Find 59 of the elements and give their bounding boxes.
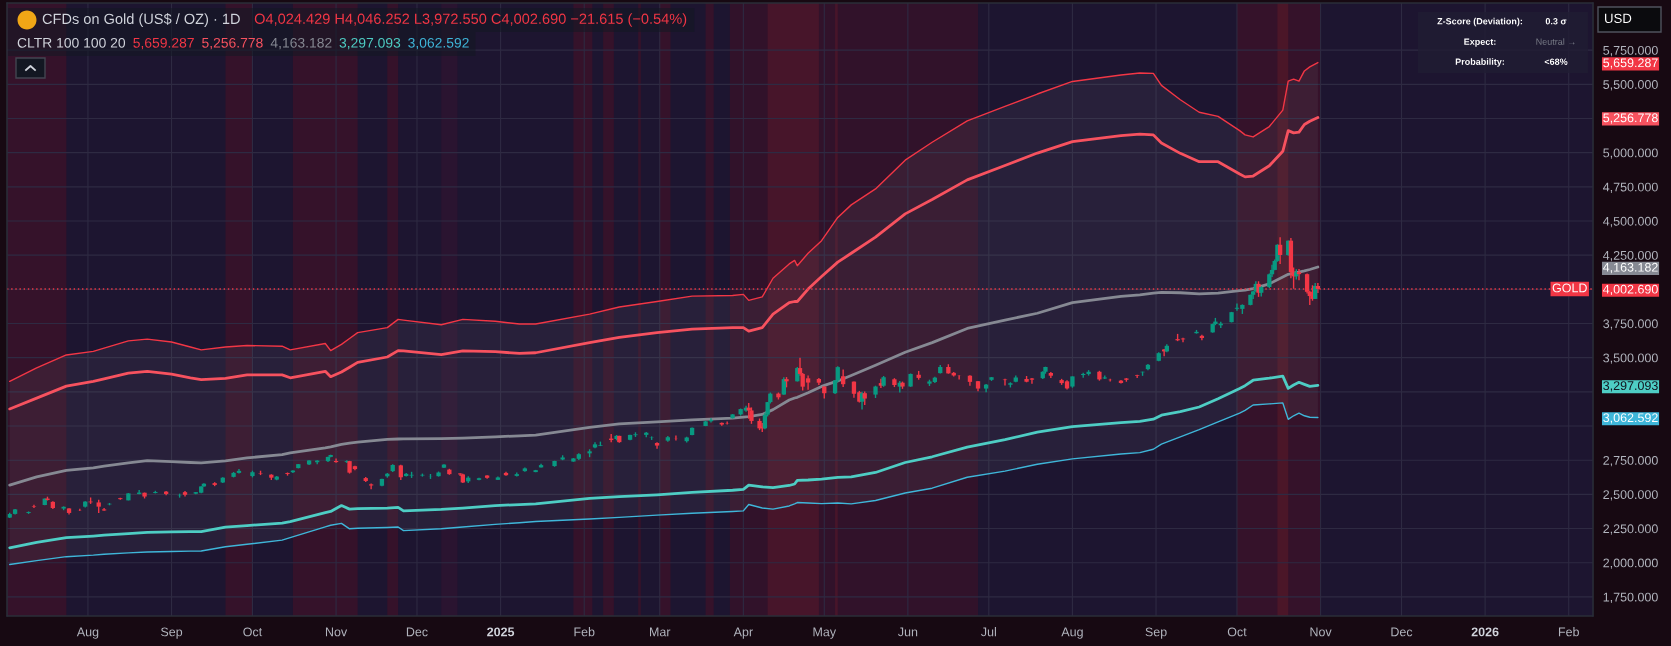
x-tick-label: 2026 [1471, 627, 1499, 637]
line-series [8, 116, 1320, 411]
text: 3,297.093 [339, 37, 401, 50]
x-tick-label: Oct [243, 627, 263, 637]
candlestick [805, 374, 811, 391]
x-tick-label: Dec [406, 627, 428, 637]
y2-tick-label: 3,062.592 [1603, 413, 1658, 424]
line-series [9, 402, 1319, 566]
y-tick-label: 4,250.000 [1603, 250, 1658, 262]
ref-line-label: GOLD [1552, 283, 1587, 293]
y-tick-label: 3,750.000 [1603, 319, 1658, 330]
text: 5,659.287 [133, 37, 194, 50]
x-tick-label: Aug [1061, 627, 1083, 639]
x-tick-label: Sep [1145, 627, 1167, 639]
x-tick-label: Sep [160, 627, 183, 639]
y-tick-label: 2,750.000 [1603, 455, 1658, 467]
x-tick-label: Nov [1310, 627, 1332, 637]
x-tick-label: Jun [898, 627, 918, 637]
y2-tick-label: 5,256.778 [1603, 113, 1658, 124]
y-tick-label: 2,250.000 [1603, 524, 1658, 535]
x-tick-label: Dec [1391, 627, 1413, 637]
y2-tick-label: 5,659.287 [1603, 58, 1658, 69]
annotation: Expect: [1464, 38, 1496, 47]
annotation: Z-Score (Deviation): [1437, 17, 1523, 27]
line-series [8, 374, 1320, 550]
y-tick-label: 5,500.000 [1603, 80, 1658, 91]
x-tick-label: Jul [981, 627, 996, 637]
annotation: <68% [1544, 58, 1568, 65]
x-tick-label: Apr [733, 627, 753, 639]
text: 4,163.182 [270, 37, 332, 50]
text: CFDs on Gold (US$ / OZ) · 1D [42, 13, 240, 27]
y-tick-label: 5,000.000 [1603, 148, 1658, 159]
y-tick-label: 1,750.000 [1603, 592, 1658, 603]
y-tick-label: 5,750.000 [1603, 45, 1658, 57]
y2-tick-label: 3,297.093 [1603, 381, 1658, 392]
annotation: O4,024.429 H4,046.252 L3,972.550 C4,002.690 −21.615 (−0.54%) [254, 13, 687, 27]
x-tick-label: Nov [325, 627, 348, 637]
annotation: CLTR 100 100 20 [17, 37, 126, 48]
x-tick-label: May [813, 627, 837, 639]
annotation: Neutral → [1536, 38, 1575, 45]
x-tick-label: Feb [574, 627, 595, 637]
y2-tick-label: 4,163.182 [1603, 262, 1658, 274]
x-tick-label: 2025 [487, 627, 515, 637]
x-tick-label: Mar [650, 627, 671, 637]
y2-tick-label: 4,002.690 [1603, 284, 1658, 296]
y-tick-label: 2,500.000 [1603, 490, 1658, 501]
annotation: 0.3 σ [1545, 18, 1567, 25]
y-tick-label: 4,500.000 [1603, 216, 1658, 228]
x-tick-label: Aug [76, 627, 99, 639]
text: 5,256.778 [202, 37, 263, 50]
annotation: Probability: [1455, 58, 1504, 67]
y-tick-label: 2,000.000 [1603, 558, 1658, 569]
y-tick-label: 3,500.000 [1603, 353, 1658, 364]
x-tick-label: Oct [1227, 627, 1247, 637]
text: USD [1605, 13, 1632, 24]
line-series [8, 265, 1320, 487]
text: 3,062.592 [408, 37, 469, 50]
y-tick-label: 4,750.000 [1603, 182, 1658, 193]
x-tick-label: Feb [1558, 627, 1579, 637]
